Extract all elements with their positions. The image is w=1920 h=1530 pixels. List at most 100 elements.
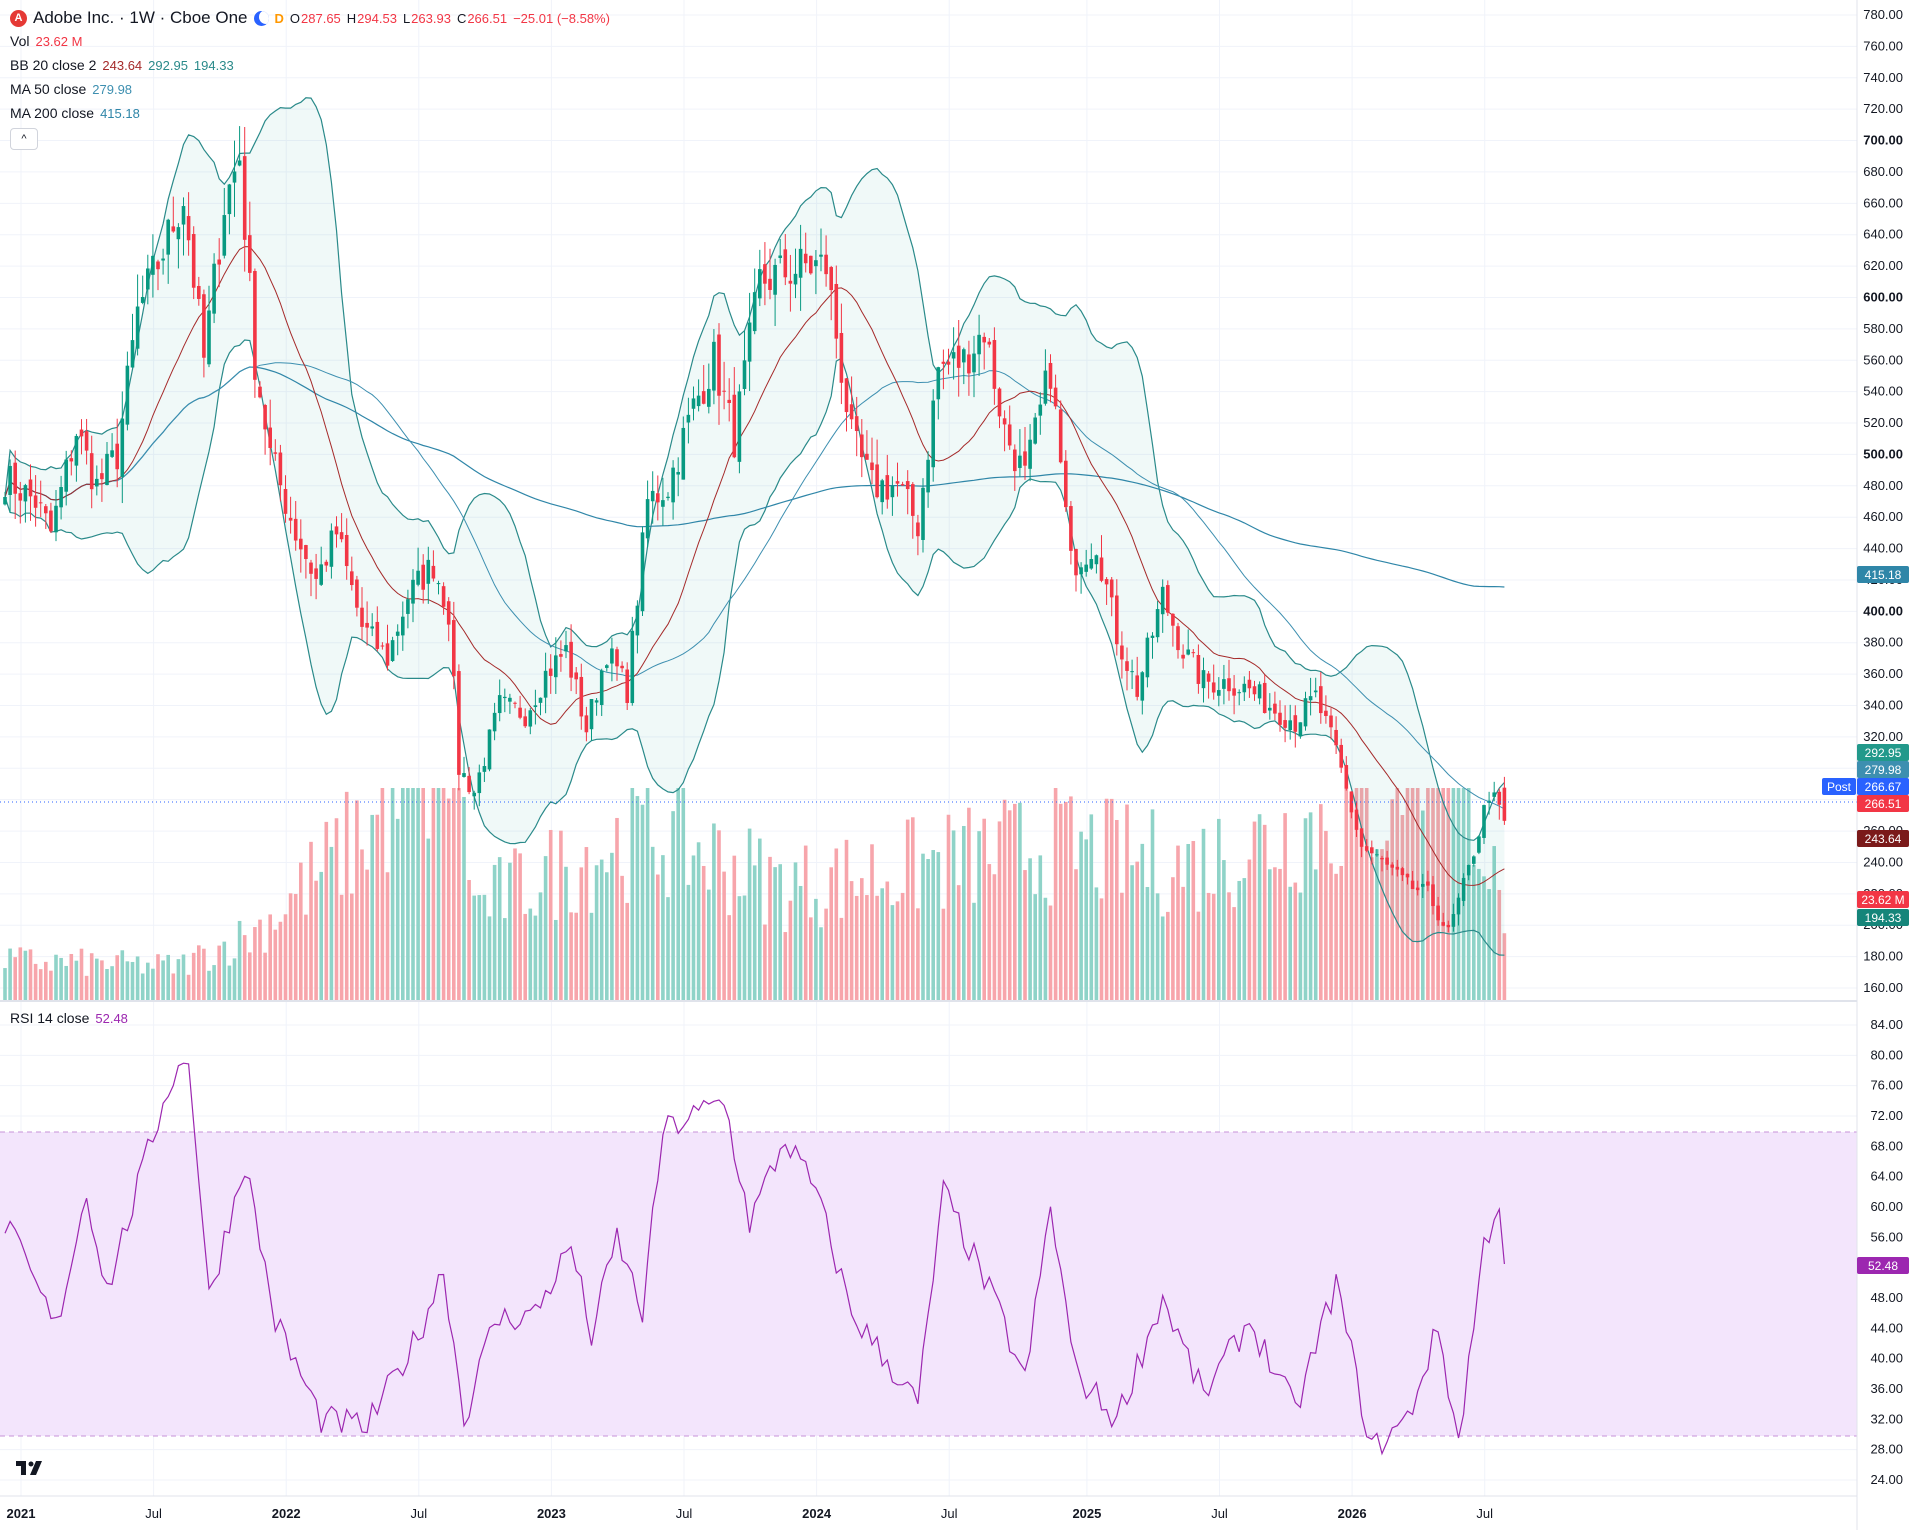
volume-bar: [656, 874, 660, 1000]
candle-body: [492, 712, 497, 732]
volume-bar: [395, 818, 400, 1000]
volume-bar: [390, 788, 395, 1000]
volume-bar: [105, 969, 109, 1000]
volume-bar: [1145, 886, 1150, 1000]
volume-bar: [360, 849, 364, 1000]
price-axis-label: 240.00: [1863, 854, 1903, 869]
candle-body: [671, 467, 675, 503]
candle-body: [212, 263, 216, 314]
volume-bar: [809, 917, 813, 1000]
price-axis-label: 560.00: [1863, 352, 1903, 367]
volume-bar: [38, 969, 43, 1000]
volume-bar: [538, 892, 543, 1000]
volume-bar: [273, 929, 278, 1000]
volume-bar: [758, 838, 762, 1000]
candle-body: [589, 698, 594, 730]
volume-bar: [676, 788, 680, 1000]
rsi-label: RSI 14 close: [10, 1010, 90, 1026]
symbol-title[interactable]: Adobe Inc. · 1W · Cboe One: [33, 8, 248, 27]
volume-bar: [1334, 873, 1338, 1000]
volume-bar: [100, 960, 104, 1000]
candle-body: [54, 505, 58, 533]
rsi-legend-value: 52.48: [95, 1010, 128, 1026]
candle-body: [416, 570, 420, 585]
volume-bar: [681, 788, 686, 1000]
candle-body: [865, 453, 869, 460]
candle-body: [824, 254, 828, 275]
volume-bar: [793, 862, 798, 1000]
candle-body: [635, 605, 640, 636]
candle-body: [564, 645, 568, 652]
ma200-legend[interactable]: MA 200 close 415.18: [10, 105, 140, 121]
volume-bar: [1115, 820, 1119, 1000]
volume-bar: [441, 788, 446, 1000]
candle-body: [1252, 686, 1257, 695]
volume-bar: [778, 864, 782, 1000]
volume-bar: [1313, 869, 1318, 1000]
time-axis-label: 2025: [1072, 1506, 1101, 1521]
candle-body: [406, 599, 410, 614]
candle-body: [100, 473, 104, 480]
volume-bar: [268, 914, 272, 1000]
candle-body: [1232, 688, 1236, 696]
bb-lower-tag: 194.33: [1857, 909, 1909, 926]
collapse-legend-button[interactable]: ^: [10, 128, 38, 150]
volume-bar: [1405, 788, 1410, 1000]
candle-body: [197, 285, 201, 299]
volume-bar: [299, 862, 303, 1000]
time-axis-label: 2026: [1338, 1506, 1367, 1521]
rsi-legend[interactable]: RSI 14 close 52.48: [10, 1010, 128, 1026]
candle-body: [875, 464, 879, 498]
volume-bar: [829, 867, 833, 1000]
volume-bar: [839, 917, 844, 1000]
volume-bar: [722, 871, 726, 1000]
candle-body: [584, 715, 589, 733]
candle-body: [477, 772, 482, 794]
candle-body: [982, 336, 986, 343]
volume-bar: [640, 804, 645, 1000]
volume-bar: [1064, 801, 1068, 1000]
volume-bar: [1104, 798, 1109, 1000]
volume-bar: [242, 935, 247, 1000]
ma50-legend[interactable]: MA 50 close 279.98: [10, 81, 132, 97]
volume-bar: [375, 814, 380, 1000]
volume-bar: [115, 955, 119, 1000]
candle-body: [1237, 692, 1241, 694]
volume-bar: [752, 865, 757, 1000]
ma50-label: MA 50 close: [10, 81, 87, 97]
candle-body: [1155, 609, 1160, 638]
volume-legend[interactable]: Vol 23.62 M: [10, 33, 82, 49]
volume-bar: [1390, 799, 1394, 1000]
volume-bar: [1273, 867, 1277, 1000]
volume-bar: [1120, 892, 1124, 1000]
tradingview-logo-icon[interactable]: [14, 1458, 44, 1484]
symbol-header[interactable]: A Adobe Inc. · 1W · Cboe One D O 287.65 …: [10, 8, 610, 28]
volume-bar: [436, 788, 441, 1000]
volume-bar: [1262, 824, 1267, 1000]
volume-bar: [696, 842, 701, 1000]
candle-body: [1426, 881, 1430, 886]
price-axis-label: 500.00: [1863, 446, 1903, 461]
candle-body: [1405, 873, 1410, 878]
candle-body: [615, 649, 619, 667]
candle-body: [1380, 857, 1384, 860]
volume-bar: [860, 878, 864, 1000]
candle-body: [1140, 672, 1145, 701]
time-axis-label: 2023: [537, 1506, 566, 1521]
candle-body: [130, 340, 135, 368]
volume-bar: [1298, 892, 1303, 1000]
candle-body: [314, 568, 318, 579]
volume-bar: [987, 864, 992, 1000]
volume-bar: [33, 963, 38, 1000]
candle-body: [202, 294, 206, 358]
volume-bar: [472, 895, 476, 1000]
candle-body: [120, 418, 125, 477]
volume-bar: [217, 945, 221, 1000]
candle-body: [191, 234, 196, 288]
candle-body: [288, 517, 293, 521]
price-axis-label: 320.00: [1863, 729, 1903, 744]
bollinger-legend[interactable]: BB 20 close 2 243.64 292.95 194.33: [10, 57, 234, 73]
candle-body: [793, 273, 798, 285]
volume-bar: [248, 952, 252, 1000]
rsi-axis-label: 72.00: [1870, 1108, 1903, 1123]
